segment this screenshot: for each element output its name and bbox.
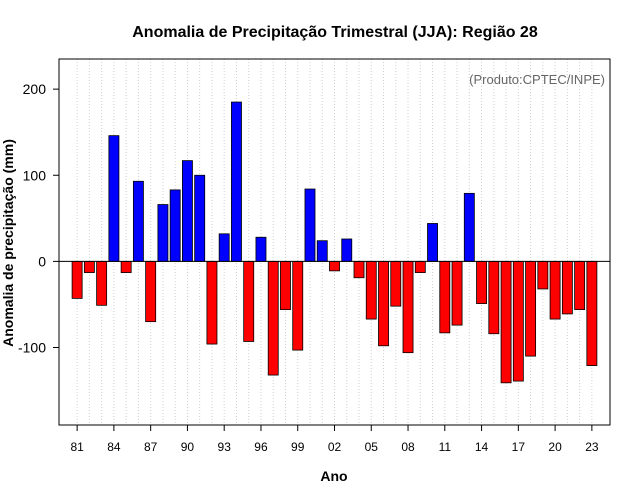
- x-axis: 81 84 87 90 93 96 99 02 05 08 11 14 17 20 23: [70, 425, 599, 454]
- y-tick-label: 100: [23, 167, 47, 183]
- bar-2017: [512, 260, 524, 382]
- bar-2002: [329, 260, 340, 272]
- x-tick-label: 02: [328, 440, 342, 454]
- bar-2007: [390, 260, 402, 307]
- x-tick-label: 14: [475, 440, 489, 454]
- bar-2023: [586, 260, 598, 366]
- bar-1994: [231, 101, 242, 262]
- bar-2003: [341, 238, 353, 262]
- bar-2004: [353, 260, 365, 279]
- x-tick-label: 23: [585, 440, 599, 454]
- bar-1988: [157, 204, 169, 262]
- bar-2021: [561, 260, 573, 315]
- chart-title: Anomalia de Precipitação Trimestral (JJA…: [132, 24, 538, 41]
- bar-2000: [304, 188, 316, 262]
- bar-2010: [427, 223, 438, 262]
- bar-1985: [120, 260, 132, 273]
- bar-1981: [71, 260, 83, 299]
- bar-1999: [292, 260, 304, 351]
- bar-1993: [218, 233, 230, 262]
- x-tick-label: 90: [181, 440, 195, 454]
- bar-1986: [132, 180, 144, 262]
- bar-2011: [439, 260, 451, 334]
- bar-2018: [525, 260, 537, 357]
- bar-2020: [549, 260, 561, 320]
- x-tick-label: 20: [548, 440, 562, 454]
- bar-2008: [402, 260, 414, 354]
- x-tick-label: 11: [439, 440, 452, 454]
- bar-1989: [169, 189, 181, 262]
- x-tick-label: 17: [512, 440, 526, 454]
- x-tick-label: 99: [291, 440, 305, 454]
- bar-1984: [108, 135, 120, 262]
- bar-2006: [378, 260, 389, 347]
- y-axis-title: Anomalia de precipitação (mm): [0, 139, 16, 347]
- y-tick-label: -100: [18, 339, 46, 355]
- bar-1992: [206, 260, 218, 345]
- x-tick-label: 08: [401, 440, 415, 454]
- y-tick-label: 0: [38, 253, 46, 269]
- bar-1982: [83, 260, 95, 273]
- x-tick-label: 87: [144, 440, 158, 454]
- bar-2013: [463, 192, 475, 262]
- bar-1995: [243, 260, 255, 342]
- bar-2019: [537, 260, 549, 290]
- bar-2009: [414, 260, 426, 273]
- x-tick-label: 05: [365, 440, 379, 454]
- bars: [71, 101, 598, 384]
- bar-1991: [194, 174, 206, 262]
- bar-1983: [96, 260, 108, 306]
- bar-1987: [145, 260, 157, 323]
- bar-2005: [365, 260, 377, 320]
- x-axis-title: Ano: [320, 468, 347, 484]
- x-tick-label: 81: [70, 440, 84, 454]
- bar-2001: [316, 240, 328, 262]
- x-tick-label: 93: [218, 440, 232, 454]
- bar-2012: [451, 260, 463, 326]
- x-tick-label: 84: [107, 440, 121, 454]
- y-axis: -100 0 100 200: [18, 81, 59, 355]
- bar-1998: [280, 260, 291, 311]
- bar-1997: [267, 260, 279, 376]
- bar-2014: [476, 260, 487, 304]
- y-tick-label: 200: [23, 81, 47, 97]
- bar-1996: [255, 236, 267, 262]
- x-tick-label: 96: [254, 440, 268, 454]
- product-credit: (Produto:CPTEC/INPE): [469, 72, 605, 87]
- bar-2015: [488, 260, 500, 335]
- bar-1990: [182, 160, 193, 262]
- bar-2016: [500, 260, 512, 384]
- bar-2022: [574, 260, 586, 311]
